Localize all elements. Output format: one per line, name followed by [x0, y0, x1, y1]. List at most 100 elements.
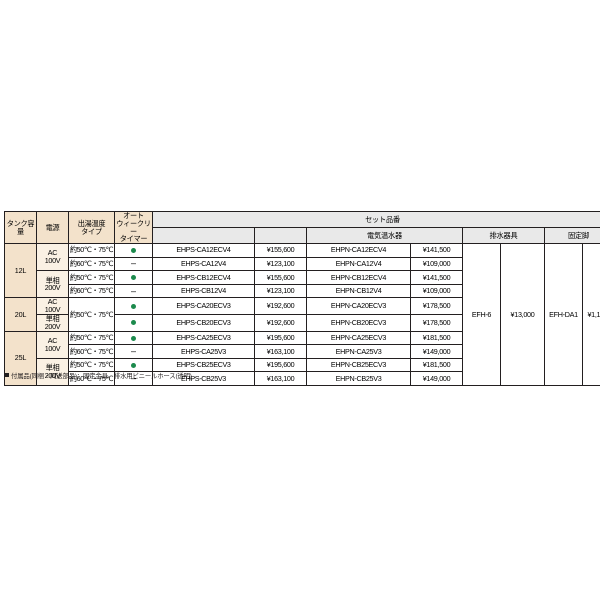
cell-drain-model: EFH-6	[462, 243, 501, 386]
cell-set-model: EHPS-CB20ECV3	[152, 313, 255, 332]
heater-model-value: EHPN-CB25V3	[335, 373, 382, 383]
cell-power-source: AC 100V	[36, 330, 69, 359]
heater-price-value: ¥109,000	[422, 286, 451, 296]
cell-temp-type: 約60℃・75℃	[68, 371, 115, 386]
set-model-value: EHPS-CB25V3	[181, 373, 226, 383]
set-model-value: EHPS-CB12ECV4	[176, 272, 231, 282]
cell-timer: –	[114, 256, 153, 272]
cell-heater-model: EHPN-CB25ECV3	[306, 357, 411, 373]
timer-disabled-dash-icon: –	[130, 373, 136, 384]
cell-set-model: EHPS-CA20ECV3	[152, 297, 255, 315]
power-source-line-1: 単相	[45, 275, 60, 285]
footnote: 付属品(同梱・同送部品)：固定金具、排水用ビニールホース(透明)	[5, 371, 192, 380]
cell-timer	[114, 270, 153, 285]
power-source-line-2: 100V	[44, 305, 61, 315]
set-price-value: ¥195,600	[266, 332, 295, 342]
heater-model-value: EHPN-CB25ECV3	[330, 360, 387, 370]
header-drain-fittings-label: 排水器具	[489, 230, 518, 240]
cell-set-model: EHPS-CA25V3	[152, 344, 255, 359]
heater-model-value: EHPN-CA12V4	[335, 259, 382, 269]
tank-capacity-value: 25L	[14, 353, 27, 363]
header-set-model: セット品番	[151, 210, 600, 229]
set-price-value: ¥192,600	[266, 317, 295, 327]
cell-set-price: ¥163,100	[254, 344, 307, 359]
table-row: 25L AC 100V 約50℃・75℃ EHPS-CA25ECV3 ¥195,…	[4, 330, 600, 386]
cell-temp-type: 約50℃・75℃	[68, 357, 115, 373]
temp-type-value: 約60℃・75℃	[69, 346, 114, 356]
cell-heater-model: EHPN-CA12V4	[306, 256, 411, 272]
table-row: 約60℃・75℃ – EHPS-CB25V3 ¥163,100 EHPN-CB2…	[5, 371, 600, 386]
temp-type-value: 約60℃・75℃	[69, 286, 114, 296]
timer-enabled-dot-icon	[131, 320, 136, 326]
cell-set-model: EHPS-CB12ECV4	[152, 270, 255, 285]
table-row: 単相 200V 約50℃・75℃ EHPS-CB12ECV4 ¥155,600 …	[5, 270, 600, 299]
power-source-line-1: AC	[47, 248, 58, 258]
cell-heater-model: EHPN-CA25ECV3	[306, 330, 411, 346]
set-price-value: ¥123,100	[266, 259, 295, 269]
cell-set-price: ¥192,600	[254, 313, 307, 332]
cell-set-price: ¥123,100	[254, 256, 307, 272]
cell-heater-model: EHPN-CB25V3	[306, 371, 411, 386]
timer-enabled-dot-icon	[131, 335, 136, 341]
power-source-line-1: 単相	[45, 363, 60, 373]
heater-model-value: EHPN-CA20ECV3	[330, 301, 387, 311]
tank-capacity-value: 12L	[14, 265, 27, 275]
cell-heater-price: ¥141,500	[410, 243, 463, 258]
cell-timer	[114, 243, 153, 258]
table-header-row-2: 電気温水器 排水器具 固定脚	[5, 227, 600, 245]
cell-set-model: EHPS-CB25ECV3	[152, 357, 255, 373]
set-price-value: ¥123,100	[266, 286, 295, 296]
set-price-value: ¥195,600	[266, 360, 295, 370]
heater-model-value: EHPN-CB12V4	[335, 286, 382, 296]
cell-heater-model: EHPN-CA25V3	[306, 344, 411, 359]
power-source-line-2: 200V	[44, 370, 61, 380]
cell-heater-price: ¥181,500	[410, 330, 463, 346]
header-set-model-label: セット品番	[365, 214, 401, 224]
set-price-value: ¥163,100	[266, 346, 295, 356]
timer-enabled-dot-icon	[131, 362, 136, 368]
timer-disabled-dash-icon: –	[130, 258, 136, 269]
cell-heater-model: EHPN-CB12V4	[306, 283, 411, 299]
cell-set-price: ¥195,600	[254, 330, 307, 346]
cell-heater-price: ¥141,500	[410, 270, 463, 285]
power-source-line-1: AC	[47, 335, 58, 345]
header-timer-label-3: タイマー	[119, 234, 148, 244]
heater-price-value: ¥109,000	[422, 259, 451, 269]
cell-set-model: EHPS-CA12V4	[152, 256, 255, 272]
temp-type-value: 約50℃・75℃	[69, 245, 114, 255]
cell-tank-capacity: 20L	[4, 297, 37, 332]
heater-price-value: ¥178,500	[422, 301, 451, 311]
product-spec-table: タンク容量 電源 出湯温度 タイプ オート ウィークリー タイマー セット品番	[4, 210, 600, 386]
power-source-line-1: 単相	[45, 313, 60, 323]
header-timer-label-1: オート	[123, 211, 144, 220]
cell-temp-type: 約50℃・75℃	[68, 330, 115, 346]
temp-type-value: 約50℃・75℃	[69, 272, 114, 282]
cell-set-price: ¥163,100	[254, 371, 307, 386]
cell-set-price: ¥195,600	[254, 357, 307, 373]
header-power-source: 電源	[36, 210, 69, 245]
set-model-value: EHPS-CA12ECV4	[176, 245, 231, 255]
drain-price-value: ¥13,000	[510, 309, 535, 319]
cell-set-model: EHPS-CA12ECV4	[152, 243, 255, 258]
set-price-value: ¥192,600	[266, 301, 295, 311]
header-water-heater: 電気温水器	[306, 227, 463, 245]
set-model-value: EHPS-CA25ECV3	[176, 332, 231, 342]
set-model-value: EHPS-CB20ECV3	[176, 317, 231, 327]
heater-price-value: ¥178,500	[422, 317, 451, 327]
leg-model-value: EFH-DA1	[549, 309, 578, 319]
cell-heater-price: ¥109,000	[410, 283, 463, 299]
cell-timer	[114, 313, 153, 332]
header-set-model-spacer-price	[254, 227, 307, 245]
header-drain-fittings: 排水器具	[462, 227, 545, 245]
timer-enabled-dot-icon	[131, 248, 136, 254]
bullet-square-icon	[5, 373, 9, 377]
header-set-model-spacer-model	[152, 227, 255, 245]
cell-timer: –	[114, 283, 153, 299]
set-model-value: EHPS-CB25ECV3	[176, 360, 231, 370]
header-water-heater-label: 電気温水器	[367, 230, 402, 240]
cell-heater-price: ¥178,500	[410, 313, 463, 332]
tank-capacity-value: 20L	[14, 309, 27, 319]
cell-heater-model: EHPN-CB12ECV4	[306, 270, 411, 285]
power-source-line-1: AC	[47, 297, 58, 307]
drain-model-value: EFH-6	[471, 309, 492, 319]
